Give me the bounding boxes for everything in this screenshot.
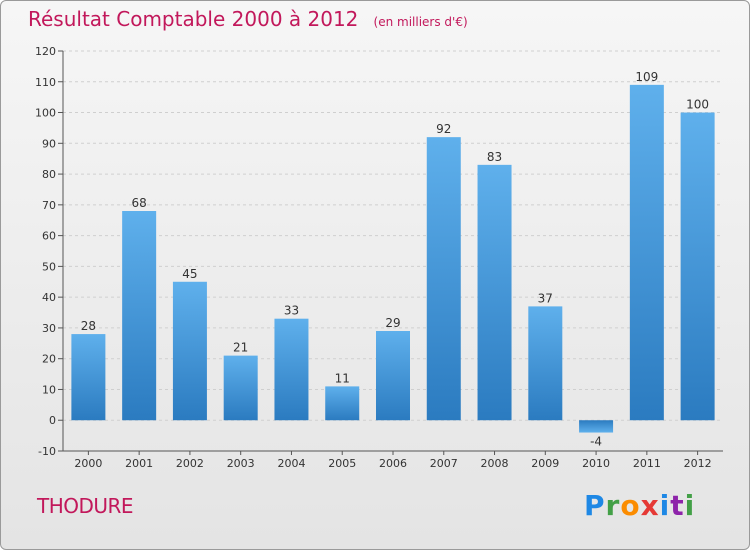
y-tick-label: 10 — [42, 383, 56, 396]
x-tick-label: 2006 — [379, 457, 407, 470]
commune-name: THODURE — [37, 494, 134, 518]
y-tick-label: 30 — [42, 322, 56, 335]
proxiti-logo: Proxiti — [584, 489, 696, 522]
x-tick-label: 2010 — [582, 457, 610, 470]
y-tick-label: 110 — [35, 76, 56, 89]
data-label: 45 — [182, 267, 197, 281]
bar — [71, 334, 106, 421]
chart-title-unit: (en milliers d'€) — [373, 15, 468, 29]
label-layer: -10 0 10 20 30 40 50 60 70 80 90 100 110 120 28 2000 68 2… — [35, 45, 712, 470]
y-tick-label: 0 — [49, 414, 56, 427]
data-label: 83 — [487, 150, 502, 164]
chart-title-main: Résultat Comptable 2000 à 2012 — [28, 7, 359, 31]
data-label: 100 — [686, 98, 709, 112]
x-tick-label: 2004 — [277, 457, 305, 470]
bar — [579, 420, 614, 433]
bar — [325, 386, 360, 421]
y-tick-label: 50 — [42, 260, 56, 273]
data-label: 29 — [385, 316, 400, 330]
bar — [680, 112, 715, 421]
y-tick-label: 120 — [35, 45, 56, 58]
x-tick-label: 2011 — [633, 457, 661, 470]
y-tick-label: 70 — [42, 199, 56, 212]
y-tick-label: 40 — [42, 291, 56, 304]
y-tick-label: 80 — [42, 168, 56, 181]
data-label: 37 — [538, 291, 553, 305]
x-tick-label: 2002 — [176, 457, 204, 470]
bar — [172, 281, 207, 421]
bar — [528, 306, 563, 421]
x-tick-label: 2012 — [684, 457, 712, 470]
bar-layer — [71, 84, 715, 433]
y-tick-label: 100 — [35, 107, 56, 120]
data-label: 68 — [132, 196, 147, 210]
data-label: 92 — [436, 122, 451, 136]
y-tick-label: 20 — [42, 353, 56, 366]
bar — [274, 318, 309, 421]
bar — [223, 355, 258, 421]
x-tick-label: 2009 — [531, 457, 559, 470]
data-label: -4 — [590, 435, 602, 449]
x-tick-label: 2008 — [481, 457, 509, 470]
y-tick-label: -10 — [38, 445, 56, 458]
data-label: 28 — [81, 319, 96, 333]
y-tick-label: 60 — [42, 230, 56, 243]
bar — [376, 331, 410, 421]
x-tick-label: 2000 — [74, 457, 102, 470]
x-tick-label: 2003 — [227, 457, 255, 470]
bar — [426, 137, 461, 421]
chart-title: Résultat Comptable 2000 à 2012 (en milli… — [28, 7, 468, 31]
x-tick-label: 2005 — [328, 457, 356, 470]
data-label: 11 — [335, 371, 350, 385]
data-label: 109 — [635, 70, 658, 84]
data-label: 33 — [284, 304, 299, 318]
x-tick-label: 2007 — [430, 457, 458, 470]
bar — [477, 164, 512, 421]
x-tick-label: 2001 — [125, 457, 153, 470]
data-label: 21 — [233, 341, 248, 355]
y-tick-label: 90 — [42, 137, 56, 150]
bar — [122, 211, 157, 421]
bar — [629, 84, 664, 421]
